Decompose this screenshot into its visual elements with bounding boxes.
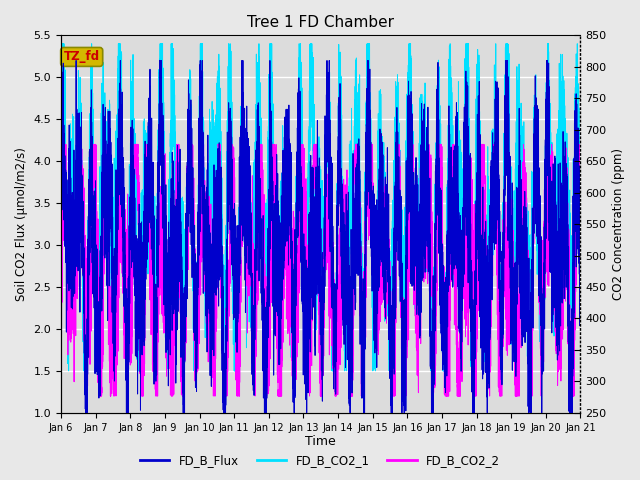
X-axis label: Time: Time (305, 435, 336, 448)
Y-axis label: CO2 Concentration (ppm): CO2 Concentration (ppm) (612, 148, 625, 300)
Legend: FD_B_Flux, FD_B_CO2_1, FD_B_CO2_2: FD_B_Flux, FD_B_CO2_1, FD_B_CO2_2 (135, 449, 505, 472)
Y-axis label: Soil CO2 Flux (μmol/m2/s): Soil CO2 Flux (μmol/m2/s) (15, 147, 28, 301)
Text: TZ_fd: TZ_fd (63, 50, 100, 63)
Title: Tree 1 FD Chamber: Tree 1 FD Chamber (247, 15, 394, 30)
